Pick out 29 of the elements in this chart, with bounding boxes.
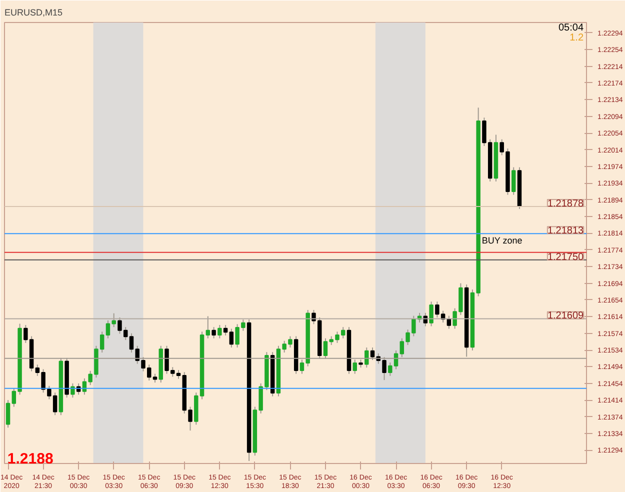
candlestick [206,316,210,339]
candlestick [229,328,234,348]
annotation: BUY zone [482,235,522,246]
candlestick [511,166,516,196]
chart-title: EURUSD,M15 [4,8,63,18]
candlestick [341,326,346,339]
candlestick [112,312,116,328]
annotation: 05:04 [558,22,584,34]
candlestick [212,326,216,339]
candlestick [70,382,75,398]
candlestick [235,324,240,348]
candlestick [335,331,340,344]
candlestick [241,319,246,332]
candlestick [24,324,28,344]
ref-line-label: 1.21750 [547,252,584,263]
candlestick [388,362,392,376]
annotation: 1.2 [570,32,584,44]
candlestick [429,301,434,327]
annotation: 1.2188 [7,450,54,468]
candlestick [218,324,222,339]
candlestick [435,301,440,318]
candlestick [106,320,110,339]
candlestick [482,117,486,146]
ref-line-label: 1.21878 [547,198,584,210]
candlestick [6,400,10,428]
candlestick [223,324,228,336]
candlestick [446,315,452,330]
ref-line-label: 1.21609 [547,310,584,322]
ref-line-label: 1.21813 [547,226,584,237]
